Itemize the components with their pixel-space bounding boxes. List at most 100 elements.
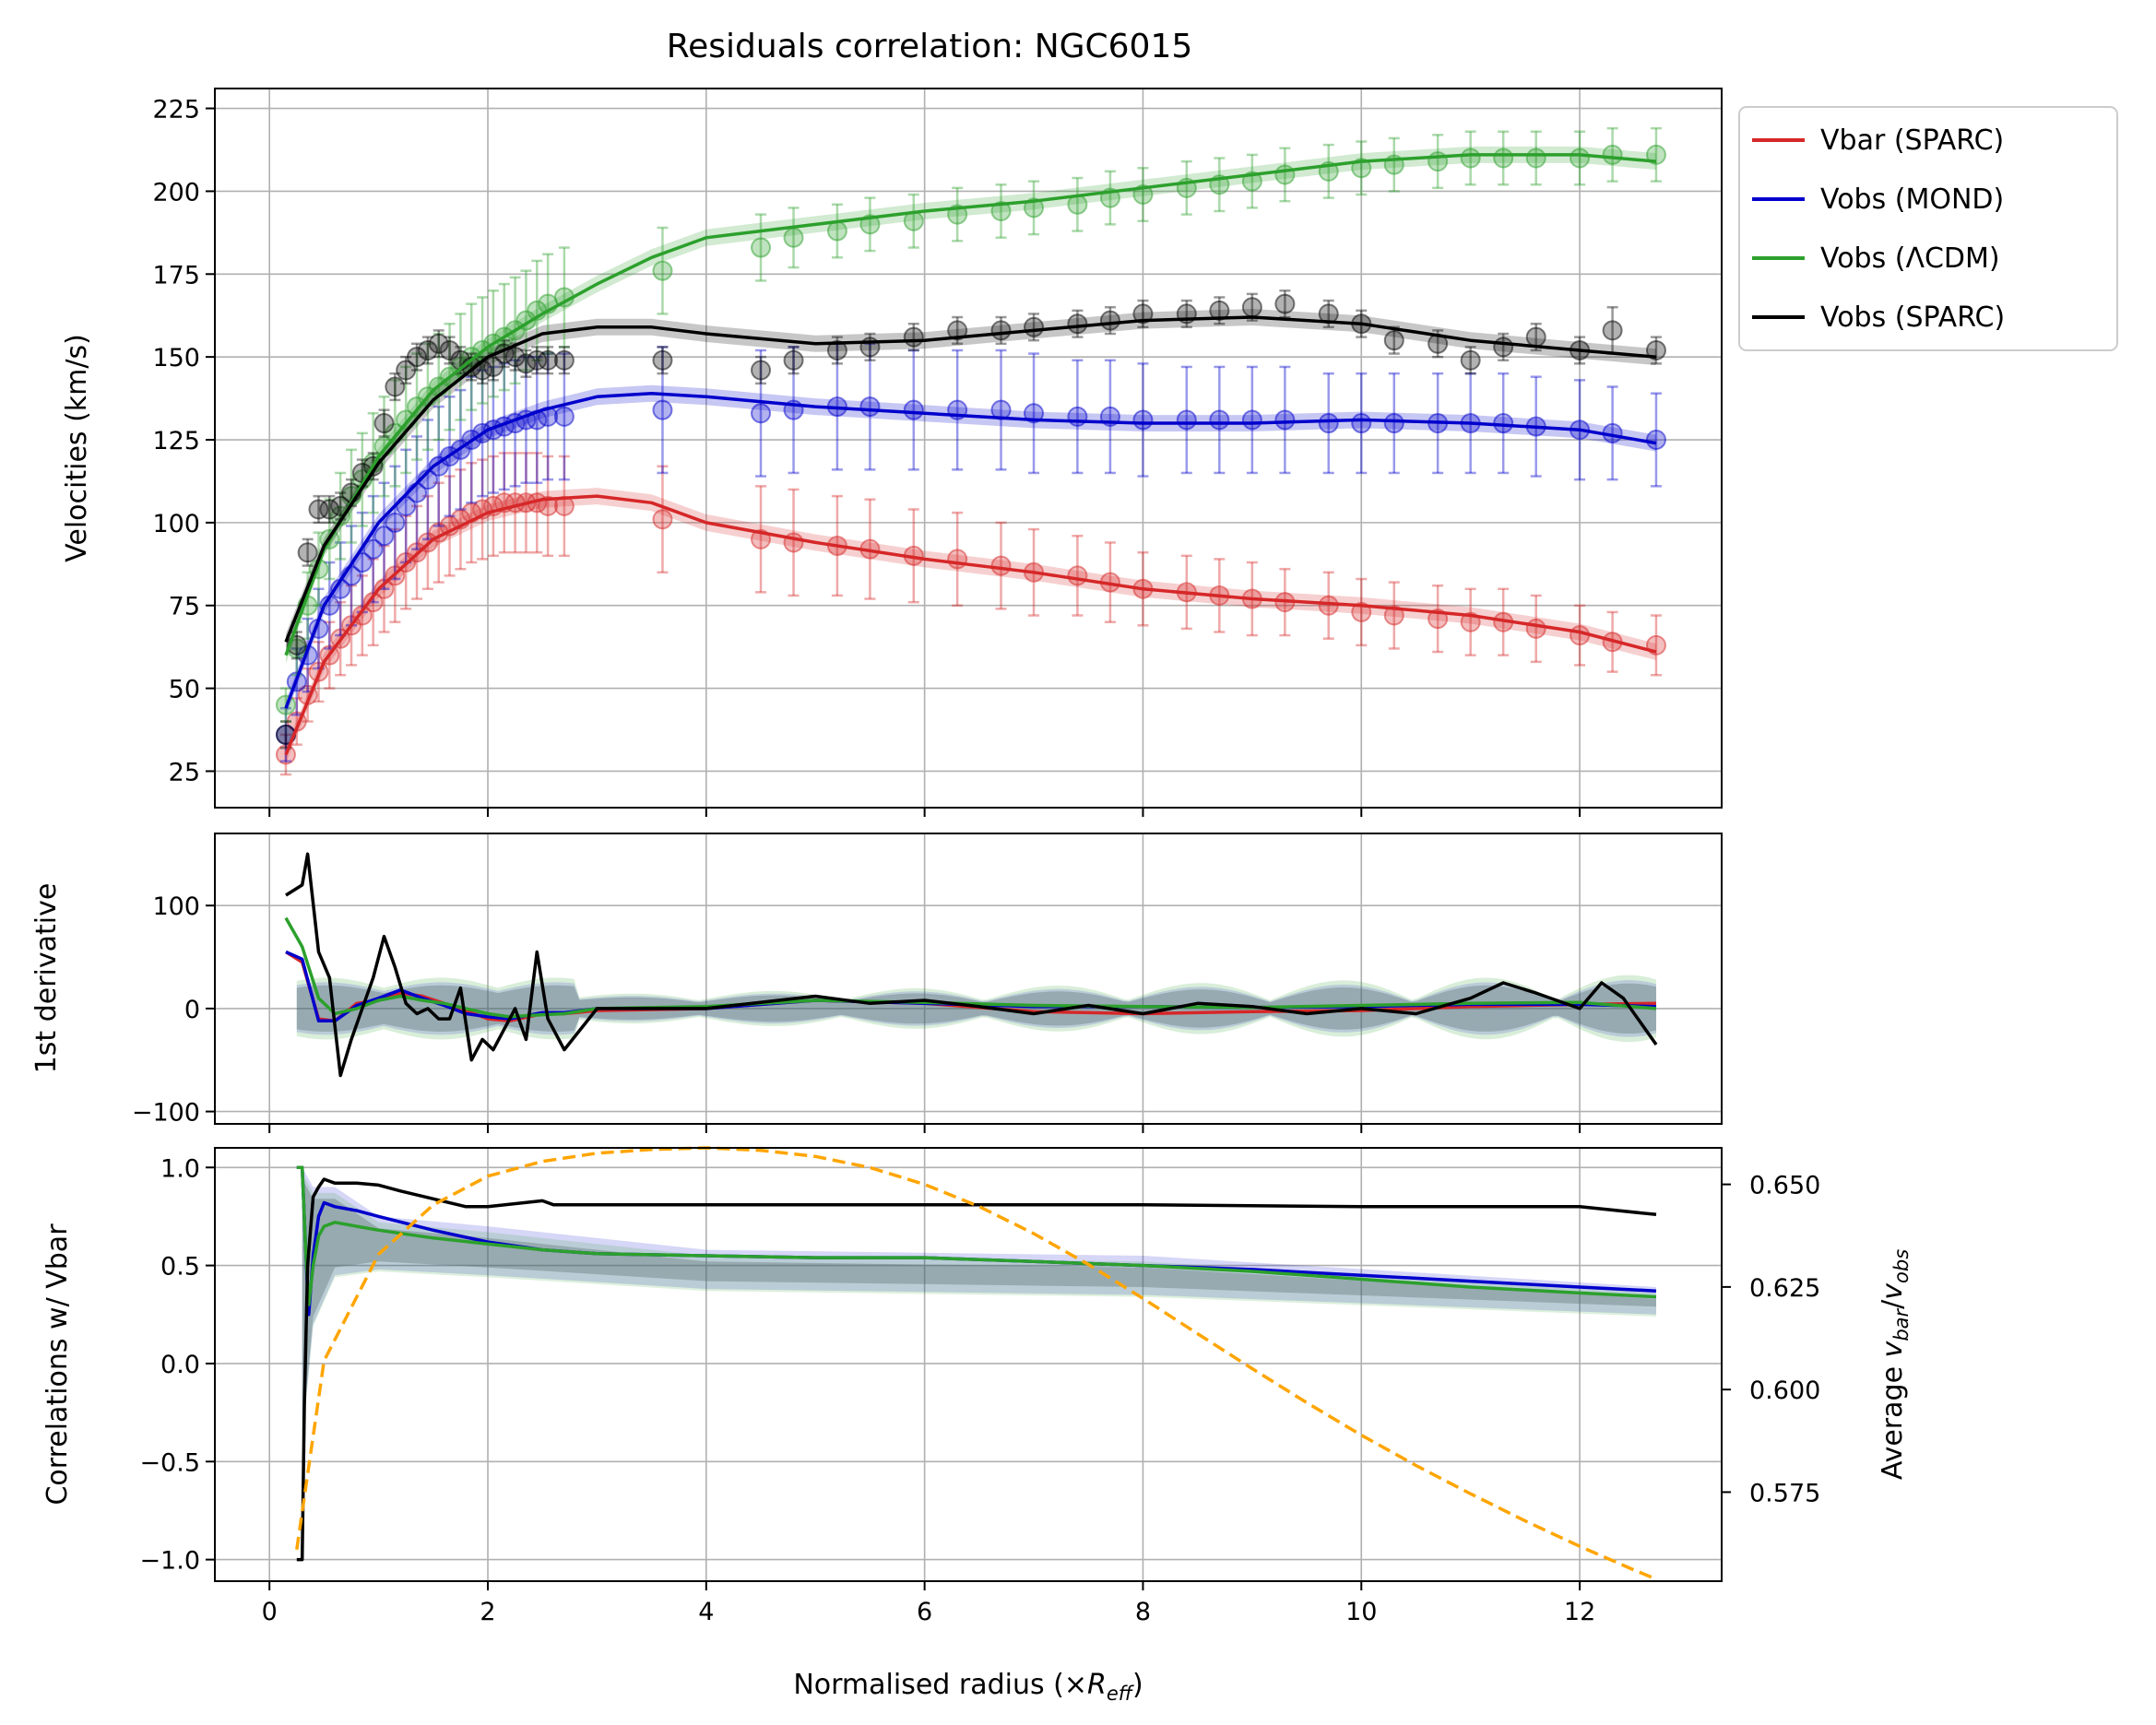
lcdm-data-point (1602, 144, 1623, 165)
y-tick-label: 200 (152, 178, 200, 207)
sparc-data-point (1024, 316, 1045, 337)
mond-data-point (1383, 413, 1404, 434)
velocities-bands (286, 146, 1656, 763)
y-tick-label: 100 (152, 510, 200, 538)
y-tick-label: −100 (132, 1099, 200, 1128)
x-label-sym: R (1087, 1669, 1107, 1701)
sparc-data-point (1132, 303, 1154, 325)
vbar-data-point (275, 744, 296, 765)
vbar-data-point (351, 605, 373, 626)
sparc-correlation-line (296, 1177, 1657, 1562)
x-tick-label: 8 (1135, 1598, 1151, 1626)
x-axis-label: Normalised radius (×Reff) (793, 1669, 1143, 1705)
mond-data-point (1024, 403, 1045, 424)
derivative-x-ticks (268, 1124, 1581, 1133)
y-tick-label: 1.0 (160, 1154, 200, 1183)
sparc-data-point (1460, 349, 1481, 371)
mond-data-point (751, 403, 772, 424)
y-tick-label: 50 (169, 676, 200, 704)
y-tick-label: 0 (184, 996, 200, 1024)
velocities-grid (215, 89, 1722, 808)
sparc-derivative-line (285, 852, 1658, 1078)
sparc-data-point (751, 360, 772, 381)
sparc-data-point (990, 320, 1012, 341)
sparc-data-point (385, 376, 406, 397)
vbar-data-point (1318, 595, 1339, 616)
vbar-data-point (1383, 605, 1404, 626)
mond-data-point (652, 399, 673, 420)
x-tick-label: 12 (1564, 1598, 1595, 1626)
lcdm-data-point (1460, 148, 1481, 169)
vbar-data-point (538, 495, 559, 516)
y-tick-label: 25 (169, 758, 200, 786)
lcdm-data-point (1570, 148, 1591, 169)
x-tick-label: 4 (698, 1598, 714, 1626)
velocities-lines (284, 153, 1657, 756)
sparc-data-point (1099, 310, 1120, 331)
velocities-y-ticks: 25 50 75 100 125 150 175 200 225 (152, 96, 215, 786)
vbar-data-point (1525, 618, 1546, 639)
x-label-sub: eff (1107, 1683, 1135, 1705)
right-y-tick-label: 0.600 (1749, 1376, 1820, 1405)
mond-data-point (1645, 430, 1666, 451)
velocities-x-ticks (268, 808, 1581, 817)
lcdm-data-point (652, 260, 673, 281)
sparc-data-point (407, 347, 428, 368)
sparc-data-point (308, 499, 329, 520)
correlations-frame (214, 1147, 1723, 1582)
mond-data-point (1241, 409, 1262, 431)
vbar-data-point (990, 555, 1012, 576)
derivative-lines (284, 852, 1658, 1078)
lcdm-data-point (1645, 144, 1666, 165)
velocities-panel: 25 50 75 100 125 150 175 200 225 Velocities (km/… (61, 88, 1723, 817)
x-tick-label: 0 (262, 1598, 278, 1626)
sparc-data-point (903, 326, 924, 348)
derivative-frame (214, 833, 1723, 1125)
correlations-y-label: Correlations w/ Vbar (41, 1223, 74, 1506)
mond-data-point (553, 406, 575, 427)
derivative-y-label: 1st derivative (30, 883, 63, 1074)
correlations-right-y-ticks: 0.575 0.600 0.625 0.650 (1722, 1172, 1820, 1507)
lcdm-data-point (990, 200, 1012, 221)
vbar-data-point (652, 509, 673, 530)
x-tick-label: 2 (480, 1598, 495, 1626)
chart-title: Residuals correlation: NGC6015 (667, 28, 1193, 65)
sparc-data-point (373, 413, 395, 434)
mond-data-point (1274, 409, 1296, 431)
right-y-tick-label: 0.650 (1749, 1172, 1820, 1200)
derivative-panel: −100 0 100 1st derivative (30, 833, 1723, 1133)
legend-box (1738, 106, 2118, 351)
y-tick-label: −0.5 (139, 1448, 200, 1477)
y-tick-label: 125 (152, 427, 200, 455)
mond-data-point (1132, 409, 1154, 431)
y-tick-label: 0.5 (160, 1253, 200, 1282)
correlations-y-ticks: −1.0 −0.5 0.0 0.5 1.0 (139, 1154, 215, 1576)
sparc-data-point (504, 347, 526, 368)
lcdm-data-point (826, 220, 847, 242)
right-y-label-v2: v (1877, 1282, 1909, 1300)
vbar-data-point (1067, 565, 1088, 586)
y-tick-label: 0.0 (160, 1351, 200, 1379)
sparc-data-point (652, 349, 673, 371)
derivative-grid (215, 833, 1722, 1124)
y-tick-label: 100 (152, 892, 200, 921)
mond-band (286, 384, 1656, 717)
y-tick-label: −1.0 (139, 1547, 200, 1576)
vbar-data-point (1351, 601, 1372, 622)
correlations-x-ticks: 0 2 4 6 8 10 12 (262, 1581, 1595, 1626)
sparc-data-point (527, 349, 548, 371)
mond-data-point (373, 526, 395, 547)
lcdm-data-point (1274, 164, 1296, 185)
sparc-data-point (783, 349, 804, 371)
right-y-label-main: Average (1877, 1357, 1909, 1480)
right-y-label-v1: v (1877, 1340, 1909, 1357)
derivative-y-ticks: −100 0 100 (132, 892, 215, 1128)
sparc-data-point (1525, 326, 1546, 348)
right-y-label-s1: bar (1890, 1307, 1913, 1341)
y-tick-label: 150 (152, 344, 200, 372)
legend-label: Vobs (MOND) (1820, 183, 2004, 216)
vbar-fit-line (284, 494, 1657, 756)
mond-data-point (1176, 409, 1197, 431)
mond-data-point (903, 399, 924, 420)
